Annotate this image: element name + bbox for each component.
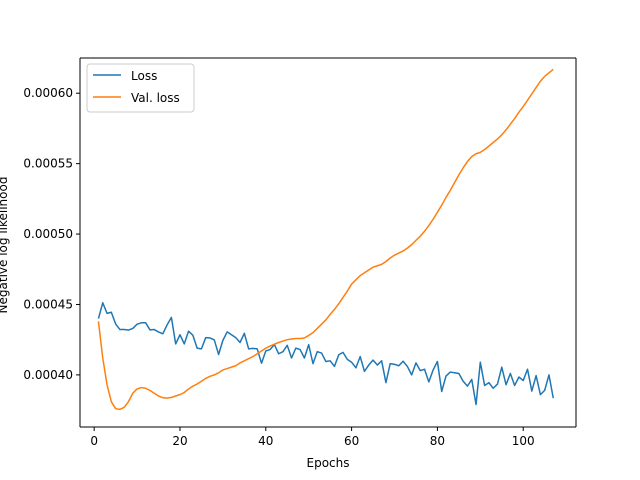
y-axis-ticks: 0.00040 0.00045 0.00050 0.00055 0.00060 (23, 86, 80, 382)
x-tick-label: 20 (172, 434, 187, 448)
legend: Loss Val. loss (86, 63, 195, 113)
x-tick-label: 40 (258, 434, 273, 448)
x-tick-label: 80 (430, 434, 445, 448)
legend-box (86, 63, 195, 113)
series-line-loss (97, 302, 554, 406)
x-axis-label: Epochs (307, 456, 350, 470)
axes-frame (79, 57, 577, 428)
x-tick-label: 60 (344, 434, 359, 448)
y-tick-label: 0.00040 (23, 368, 73, 382)
x-axis-ticks: 0 20 40 60 80 100 (90, 427, 535, 448)
y-tick-label: 0.00060 (23, 86, 73, 100)
y-tick-label: 0.00050 (23, 227, 73, 241)
legend-label-loss: Loss (131, 69, 157, 83)
series-layer (97, 68, 554, 411)
legend-label-val-loss: Val. loss (131, 91, 180, 105)
axes-background (80, 58, 576, 427)
y-tick-label: 0.00045 (23, 297, 73, 311)
y-axis-label: Negative log likelihood (0, 177, 10, 314)
y-tick-label: 0.00055 (23, 157, 73, 171)
plot-area: 0 20 40 60 80 100 0.00040 0.00045 0.00050 0.0005… (23, 57, 577, 448)
x-tick-label: 0 (90, 434, 98, 448)
series-line-val-loss (97, 68, 554, 411)
x-tick-label: 100 (512, 434, 535, 448)
